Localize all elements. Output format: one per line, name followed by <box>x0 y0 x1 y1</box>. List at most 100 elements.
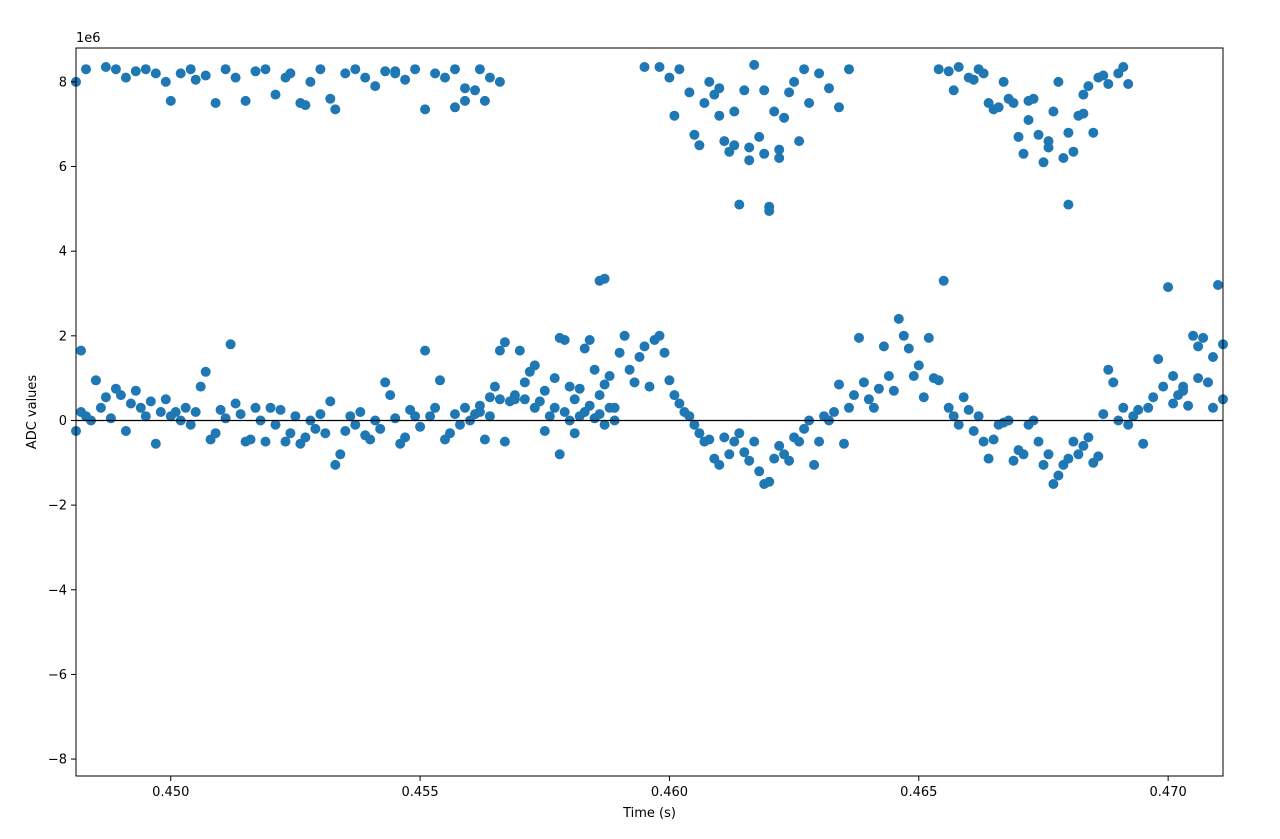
data-point <box>160 76 171 87</box>
data-point <box>160 394 171 405</box>
data-point <box>674 398 685 409</box>
data-point <box>569 394 580 405</box>
data-point <box>599 419 610 430</box>
data-point <box>200 366 211 377</box>
data-point <box>1043 136 1054 147</box>
data-point <box>185 64 196 75</box>
data-point <box>275 404 286 415</box>
data-point <box>489 381 500 392</box>
data-point <box>749 436 760 447</box>
data-point <box>599 379 610 390</box>
data-point <box>1168 371 1179 381</box>
data-point <box>549 402 560 413</box>
data-point <box>300 100 311 111</box>
data-point <box>1183 400 1194 411</box>
data-point <box>953 62 964 72</box>
data-point <box>998 76 1009 87</box>
data-point <box>973 411 984 422</box>
data-point <box>315 64 326 75</box>
data-point <box>719 136 730 147</box>
data-point <box>1143 402 1154 413</box>
data-point <box>1123 419 1134 430</box>
data-point <box>1028 93 1039 104</box>
data-point <box>749 59 760 70</box>
data-point <box>978 436 989 447</box>
data-point <box>943 402 954 413</box>
data-point <box>430 68 441 79</box>
data-point <box>1078 440 1089 451</box>
data-point <box>1038 157 1049 168</box>
data-point <box>774 440 785 451</box>
plot-frame <box>75 47 1224 777</box>
data-point <box>724 449 735 460</box>
data-point <box>744 142 755 153</box>
data-point <box>325 93 336 104</box>
data-point <box>589 364 600 375</box>
data-point <box>450 409 460 420</box>
data-point <box>499 436 510 447</box>
data-point <box>120 72 131 83</box>
data-point <box>484 392 495 403</box>
x-tick-label: 0.465 <box>900 785 937 800</box>
data-point <box>460 83 470 94</box>
data-point <box>340 68 351 79</box>
data-point <box>804 98 815 108</box>
data-point <box>425 411 436 422</box>
data-point <box>903 343 914 354</box>
data-point <box>694 428 705 439</box>
data-point <box>90 375 101 386</box>
data-point <box>759 85 770 96</box>
data-point <box>858 377 869 388</box>
data-point <box>390 413 401 424</box>
data-point <box>410 64 421 75</box>
data-point <box>435 375 445 386</box>
data-point <box>654 62 665 72</box>
data-point <box>1208 402 1218 413</box>
data-point <box>1138 438 1149 449</box>
data-point <box>200 70 211 81</box>
data-point <box>479 95 490 106</box>
data-point <box>554 449 565 460</box>
data-point <box>834 102 844 113</box>
data-point <box>1098 409 1109 420</box>
data-point <box>669 110 680 121</box>
data-point <box>415 421 426 432</box>
data-point <box>689 129 700 140</box>
data-point <box>125 398 136 409</box>
data-point <box>739 447 750 458</box>
data-point <box>744 155 755 166</box>
data-point <box>215 404 226 415</box>
data-point <box>1148 392 1159 403</box>
data-point <box>1053 470 1064 481</box>
data-point <box>764 476 775 487</box>
data-point <box>450 102 460 113</box>
data-point <box>714 83 725 94</box>
data-point <box>509 394 520 405</box>
data-point <box>400 432 411 443</box>
data-point <box>240 95 251 106</box>
data-point <box>230 72 241 83</box>
data-point <box>1068 436 1079 447</box>
data-point <box>519 394 530 405</box>
data-point <box>110 64 121 75</box>
data-point <box>669 390 680 401</box>
data-point <box>1068 146 1079 157</box>
y-tick-label: −6 <box>48 668 67 683</box>
data-point <box>470 85 480 96</box>
data-point <box>948 411 959 422</box>
data-point <box>140 64 151 75</box>
data-point <box>569 428 580 439</box>
data-point <box>978 68 989 79</box>
data-point <box>684 87 695 98</box>
data-point <box>1008 455 1019 466</box>
data-point <box>779 112 790 123</box>
data-point <box>1013 131 1024 142</box>
data-point <box>1048 106 1059 117</box>
data-point <box>474 407 485 417</box>
data-point <box>759 148 770 159</box>
data-point <box>883 371 894 381</box>
data-point <box>76 345 86 356</box>
data-point <box>923 332 934 343</box>
